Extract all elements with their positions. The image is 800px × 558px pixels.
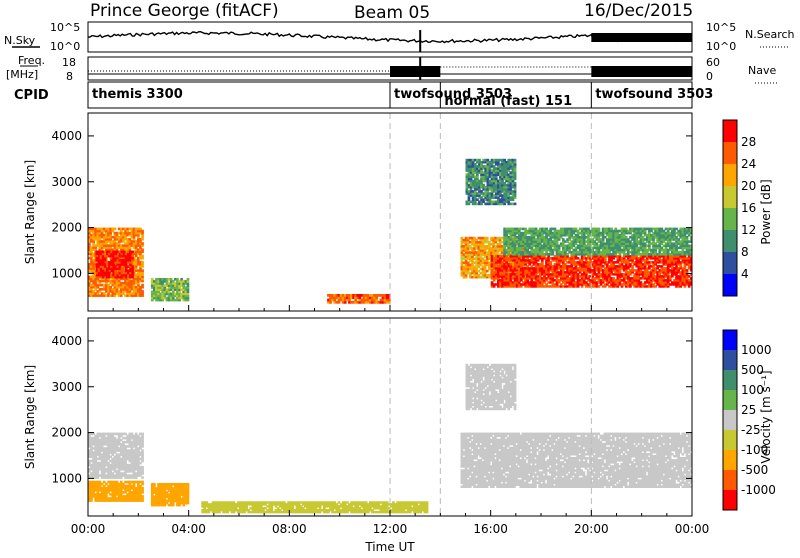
- heatmap-cell: [514, 182, 517, 185]
- y-tick-label: 4000: [51, 129, 82, 143]
- noise-right-top: 10^5: [706, 21, 736, 34]
- heatmap-cell: [514, 159, 517, 162]
- heatmap-cell: [141, 248, 144, 251]
- noise-left-bottom: 10^0: [50, 40, 80, 53]
- heatmap-cell: [131, 265, 134, 268]
- cpid-label: CPID: [14, 88, 49, 103]
- freq-left-bottom: 8: [66, 70, 73, 83]
- heatmap-cell: [141, 481, 144, 484]
- heatmap-cell: [141, 290, 144, 293]
- cpid-segment-label: twofsound 3503: [595, 87, 713, 102]
- heatmap-cell: [141, 284, 144, 287]
- heatmap-cell: [510, 263, 513, 266]
- heatmap-cell: [486, 237, 489, 240]
- noise-right-bottom: 10^0: [706, 40, 736, 53]
- station-title: Prince George (fitACF): [90, 1, 279, 21]
- freq-left-top: 18: [62, 56, 76, 69]
- freq-unit-label: [MHz]: [6, 68, 38, 81]
- noise-trace: [88, 30, 692, 52]
- cpid-segments: themis 3300 twofsound 3503 normal (fast) 1…: [92, 82, 713, 109]
- heatmap-cell: [141, 255, 144, 258]
- noise-dense-block: [591, 33, 692, 42]
- nsearch-label: N.Search: [745, 28, 795, 41]
- heatmap-cell: [514, 203, 517, 206]
- heatmap-cell: [598, 228, 601, 231]
- heatmap-cell: [141, 495, 144, 498]
- freq-block: [591, 66, 692, 77]
- freq-right-top: 60: [706, 56, 720, 69]
- beam-label: Beam 05: [354, 3, 430, 23]
- heatmap-cell: [141, 242, 144, 245]
- heatmap-cell: [141, 487, 144, 490]
- heatmap-cell: [141, 261, 144, 264]
- freq-label: Freq.: [18, 54, 45, 67]
- cpid-segment-label: normal (fast) 151: [444, 94, 572, 109]
- y-tick-label: 2000: [51, 221, 82, 235]
- nave-label: Nave: [748, 64, 776, 77]
- heatmap-cell: [141, 269, 144, 272]
- power-ylabel: Slant Range [km]: [23, 160, 37, 264]
- heatmap-cell: [141, 230, 144, 233]
- y-tick-label: 3000: [51, 175, 82, 189]
- nsky-label: N.Sky: [4, 34, 36, 47]
- cpid-segment-label: themis 3300: [92, 87, 183, 102]
- date-label: 16/Dec/2015: [584, 1, 693, 21]
- heatmap-cell: [187, 278, 190, 281]
- freq-trace: [88, 57, 692, 80]
- freq-right-bottom: 0: [706, 70, 713, 83]
- noise-left-top: 10^5: [50, 21, 80, 34]
- heatmap-cell: [114, 228, 117, 231]
- heatmap-cell: [131, 255, 134, 258]
- y-tick-label: 1000: [51, 266, 82, 280]
- heatmap-cell: [131, 251, 134, 254]
- freq-block: [390, 66, 440, 77]
